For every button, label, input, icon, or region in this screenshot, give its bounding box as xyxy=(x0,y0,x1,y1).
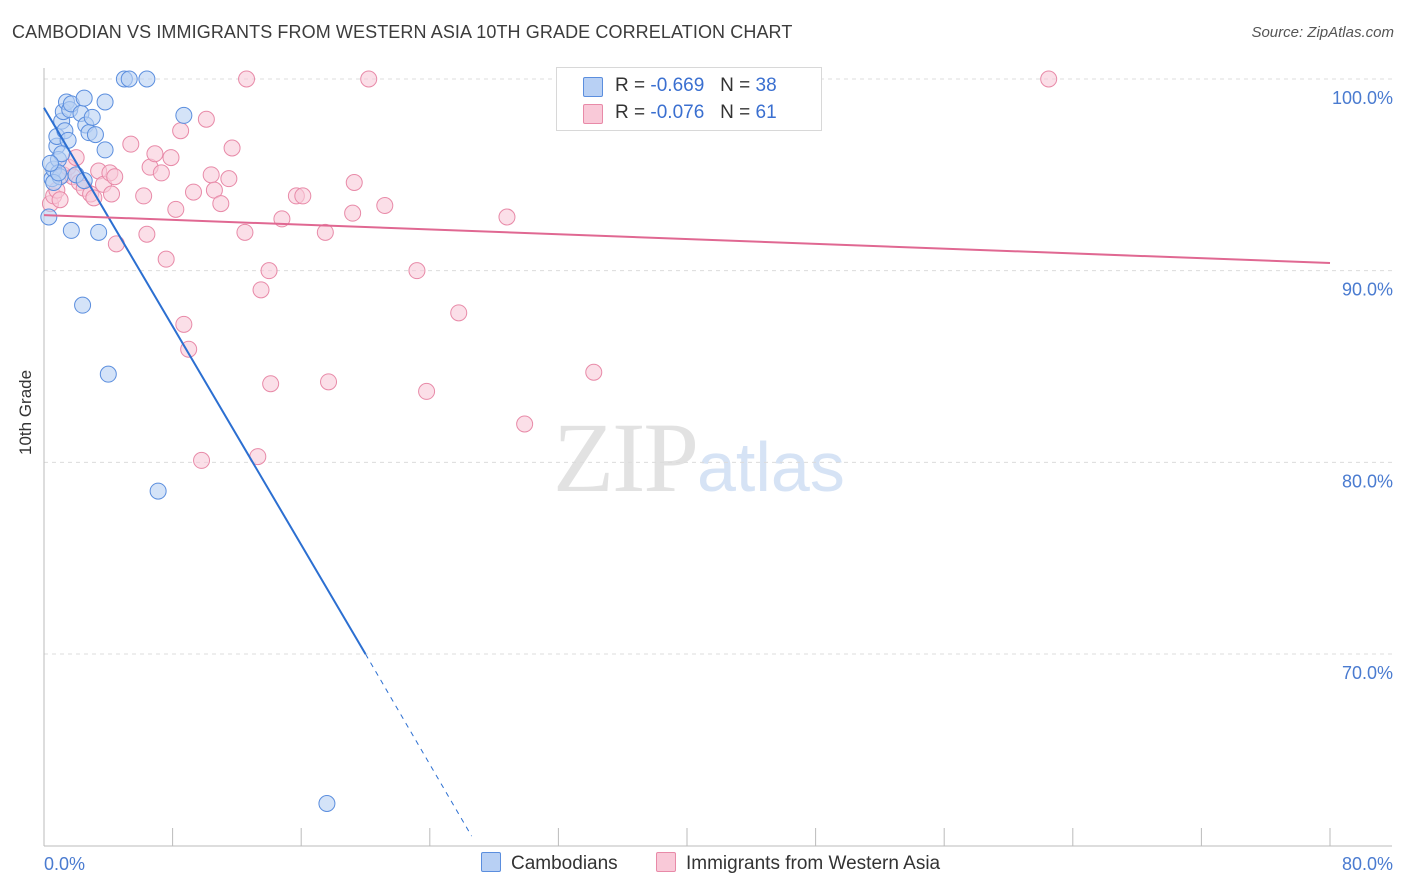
stats-legend: R = -0.669 N = 38 R = -0.076 N = 61 xyxy=(556,67,822,131)
western-asia-point xyxy=(146,145,164,163)
watermark-zip: ZIP xyxy=(553,402,699,513)
y-tick-label: 70.0% xyxy=(1342,663,1393,683)
x-tick-label: 80.0% xyxy=(1342,854,1393,874)
western-asia-point xyxy=(360,70,378,88)
cambodian-point xyxy=(149,482,167,500)
bottom-legend-label: Cambodians xyxy=(511,853,618,874)
legend-r-label: R = xyxy=(615,75,646,96)
cambodian-trendline xyxy=(43,107,367,655)
bottom-legend-swatch-pink xyxy=(656,852,676,872)
cambodian-point xyxy=(83,108,101,126)
western-asia-point xyxy=(212,195,230,213)
watermark: ZIPatlas xyxy=(553,400,845,515)
cambodian-point xyxy=(120,70,138,88)
western-asia-point xyxy=(320,373,338,391)
western-asia-point xyxy=(450,304,468,322)
legend-r-value: -0.669 xyxy=(650,75,705,96)
y-tick-label: 90.0% xyxy=(1342,280,1393,300)
western-asia-point xyxy=(260,262,278,280)
cambodian-point xyxy=(99,365,117,383)
y-axis-label: 10th Grade xyxy=(16,369,35,455)
cambodian-point xyxy=(96,93,114,111)
cambodian-point xyxy=(318,795,336,812)
bottom-legend-label: Immigrants from Western Asia xyxy=(686,853,941,874)
cambodian-point xyxy=(41,154,59,172)
chart-title: CAMBODIAN VS IMMIGRANTS FROM WESTERN ASI… xyxy=(12,22,793,42)
cambodian-point xyxy=(74,296,92,314)
western-asia-point xyxy=(103,185,121,203)
western-asia-point xyxy=(516,415,534,433)
cambodian-point xyxy=(175,106,193,124)
western-asia-point xyxy=(122,135,140,153)
western-asia-point xyxy=(197,110,215,128)
watermark-atlas: atlas xyxy=(697,428,845,506)
legend-n-label: N = xyxy=(720,102,751,123)
western-asia-point xyxy=(252,281,270,299)
western-asia-point xyxy=(376,197,394,214)
western-asia-point xyxy=(408,262,426,280)
bottom-legend-swatch-blue xyxy=(481,852,501,872)
legend-swatch-blue xyxy=(583,77,603,97)
western-asia-point xyxy=(220,170,238,188)
legend-swatch-pink xyxy=(583,104,603,124)
western-asia-point xyxy=(236,223,254,241)
western-asia-point xyxy=(138,225,156,243)
western-asia-point xyxy=(262,375,280,393)
western-asia-point xyxy=(157,250,175,268)
cambodian-point xyxy=(90,223,108,241)
western-asia-point xyxy=(135,187,153,205)
x-tick-label: 0.0% xyxy=(44,854,85,874)
cambodian-point xyxy=(86,126,104,144)
cambodian-point xyxy=(138,70,156,88)
western-asia-point xyxy=(344,204,362,222)
western-asia-point xyxy=(193,451,211,469)
western-asia-point xyxy=(585,363,603,381)
western-asia-point xyxy=(167,200,185,218)
cambodian-point xyxy=(96,141,114,159)
chart-source: Source: ZipAtlas.com xyxy=(1251,24,1394,41)
western-asia-point xyxy=(152,164,170,182)
western-asia-trendline xyxy=(43,214,1331,264)
cambodian-trendline-extension xyxy=(365,653,473,837)
cambodian-point xyxy=(53,145,71,163)
western-asia-point xyxy=(51,191,69,209)
legend-n-value: 61 xyxy=(755,102,777,123)
cambodian-point xyxy=(40,208,58,226)
western-asia-point xyxy=(184,183,202,201)
western-asia-point xyxy=(418,382,436,400)
western-asia-point xyxy=(106,168,124,186)
cambodian-point xyxy=(62,221,80,239)
western-asia-point xyxy=(294,187,312,205)
western-asia-point xyxy=(238,70,256,88)
legend-r-label: R = xyxy=(615,102,646,123)
western-asia-point xyxy=(345,174,363,191)
western-asia-point xyxy=(175,315,193,333)
legend-n-label: N = xyxy=(720,75,751,96)
cambodian-point xyxy=(75,89,93,107)
western-asia-point xyxy=(316,223,334,241)
western-asia-point xyxy=(202,166,220,184)
western-asia-point xyxy=(223,139,241,157)
legend-r-value: -0.076 xyxy=(650,102,705,123)
bottom-legend-western-asia: Immigrants from Western Asia xyxy=(656,852,940,875)
western-asia-point xyxy=(85,189,103,207)
y-tick-label: 100.0% xyxy=(1332,88,1393,108)
bottom-legend-cambodians: Cambodians xyxy=(481,852,618,875)
western-asia-point xyxy=(162,149,180,167)
western-asia-point xyxy=(498,208,516,226)
y-tick-label: 80.0% xyxy=(1342,471,1393,491)
western-asia-point xyxy=(172,122,190,140)
legend-n-value: 38 xyxy=(755,75,777,96)
western-asia-point xyxy=(1040,70,1058,88)
